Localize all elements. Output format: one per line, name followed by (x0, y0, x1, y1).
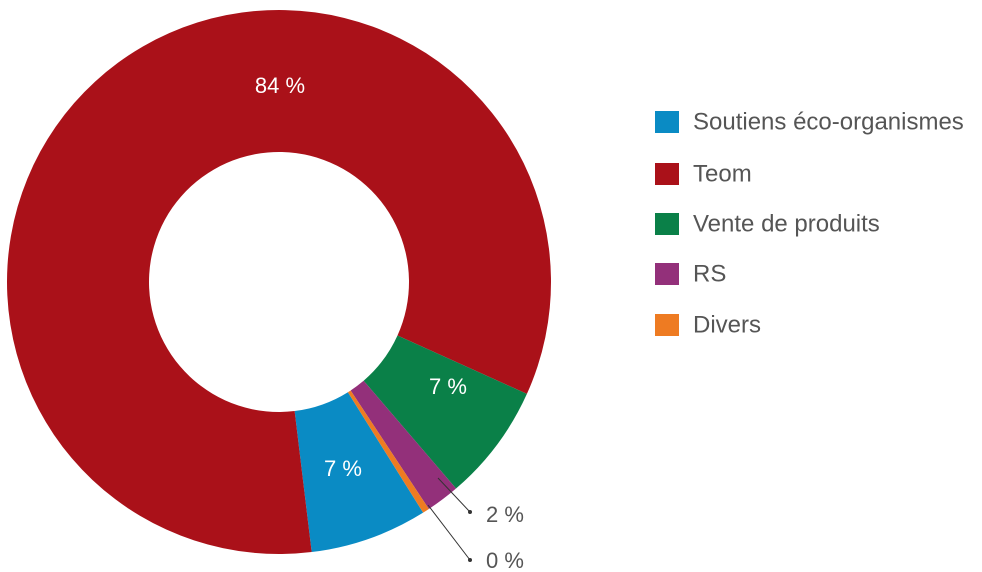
data-label: 0 % (486, 548, 524, 572)
legend-label: Soutiens éco-organismes (693, 108, 964, 135)
legend-swatch (655, 314, 679, 336)
legend-label: Teom (693, 160, 752, 187)
legend-swatch (655, 213, 679, 235)
legend-label: Vente de produits (693, 210, 880, 237)
legend-swatch (655, 111, 679, 133)
donut-slice (363, 335, 527, 489)
legend-swatch (655, 263, 679, 285)
data-label: 2 % (486, 502, 524, 527)
leader-dot (468, 510, 472, 514)
donut-slice (347, 390, 429, 513)
data-label: 84 % (255, 73, 305, 98)
donut-slice (294, 392, 424, 553)
legend-label: Divers (693, 311, 761, 338)
leader-line (427, 504, 471, 561)
legend-label: RS (693, 260, 726, 287)
donut-slice (6, 9, 552, 554)
data-label: 7 % (324, 456, 362, 481)
leader-line (437, 477, 471, 513)
legend-swatch (655, 163, 679, 185)
donut-slice (350, 380, 457, 509)
leader-dot (468, 558, 472, 562)
data-label: 7 % (429, 374, 467, 399)
